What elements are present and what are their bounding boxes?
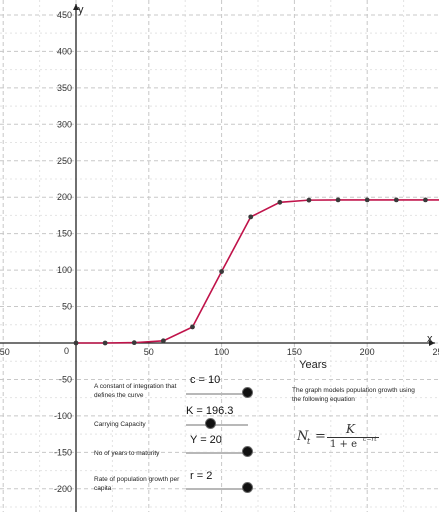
axes xyxy=(0,4,435,512)
formula-bar xyxy=(327,437,379,438)
series-line xyxy=(76,199,439,344)
y-tick-label: -50 xyxy=(59,374,72,384)
x-tick-label: -50 xyxy=(0,347,10,357)
data-point xyxy=(190,324,195,330)
data-point xyxy=(248,214,254,220)
y-tick-label: 250 xyxy=(57,156,72,166)
y-tick-label: -150 xyxy=(54,447,72,457)
y-tick-label: 150 xyxy=(57,229,72,239)
r-slider-label: Rate of population growth per capita xyxy=(94,476,180,492)
y-tick-label: 450 xyxy=(57,10,72,20)
data-point xyxy=(306,197,312,203)
x-axis-label: Years xyxy=(299,359,327,371)
model-note: The graph models population growth using… xyxy=(292,387,415,403)
data-point xyxy=(335,197,341,203)
x-tick-label: 150 xyxy=(287,347,302,357)
formula-eq: = xyxy=(315,429,326,444)
data-point xyxy=(393,197,399,203)
y-slider-value: Y = 20 xyxy=(190,434,222,446)
y-tick-label: 350 xyxy=(57,83,72,93)
x-tick-label: 50 xyxy=(144,347,154,357)
r-slider-value: r = 2 xyxy=(190,470,213,482)
data-point xyxy=(219,269,225,274)
y-slider-knob[interactable] xyxy=(242,446,253,457)
formula-lhs: N xyxy=(297,429,309,444)
data-point xyxy=(423,197,428,203)
y-tick-label: -200 xyxy=(54,484,72,494)
origin-label: 0 xyxy=(64,346,69,356)
y-slider-label: No of years to maturity xyxy=(94,450,160,457)
r-slider-knob[interactable] xyxy=(242,482,253,493)
c-slider-label: A constant of integration that defines t… xyxy=(94,383,177,399)
data-point xyxy=(364,197,370,203)
formula-den: 1 + e xyxy=(330,439,358,450)
x-tick-label: 200 xyxy=(360,347,375,357)
y-tick-label: 200 xyxy=(57,192,72,202)
c-slider-value: c = 10 xyxy=(190,374,221,386)
series xyxy=(73,197,439,346)
c-slider-knob[interactable] xyxy=(242,387,253,398)
data-point xyxy=(131,340,137,346)
formula-sub: t xyxy=(307,437,311,446)
formula-num: K xyxy=(346,422,355,436)
y-axis-label: y xyxy=(78,4,84,16)
k-slider-knob[interactable] xyxy=(204,418,216,429)
data-point xyxy=(73,340,79,346)
c-slider-track[interactable] xyxy=(186,393,248,395)
x-tick-label: 100 xyxy=(214,347,229,357)
k-slider-track[interactable] xyxy=(186,424,248,426)
formula-exp: c−rt xyxy=(363,436,377,443)
y-tick-label: 100 xyxy=(57,265,72,275)
y-tick-label: 50 xyxy=(62,302,72,312)
y-tick-label: 300 xyxy=(57,119,72,129)
y-slider-track[interactable] xyxy=(186,452,248,454)
y-tick-label: -100 xyxy=(54,411,72,421)
data-point xyxy=(277,199,283,205)
x-tick-label: 250 xyxy=(432,347,439,357)
data-point xyxy=(160,338,166,344)
x-axis-arrow xyxy=(429,340,435,346)
x-axis-name: x xyxy=(427,333,433,345)
data-point xyxy=(102,340,108,346)
k-slider-value: K = 196.3 xyxy=(186,405,234,417)
tick-labels: -50 50 100 150 200 250 300 350 400 450 -200 -150 -10… xyxy=(0,10,439,494)
k-slider-label: Carrying Capacity xyxy=(94,421,146,428)
y-axis-arrow xyxy=(73,4,79,10)
logistic-formula: N t = K 1 + e c−rt xyxy=(297,422,387,452)
y-tick-label: 400 xyxy=(57,46,72,56)
r-slider-track[interactable] xyxy=(186,488,248,490)
